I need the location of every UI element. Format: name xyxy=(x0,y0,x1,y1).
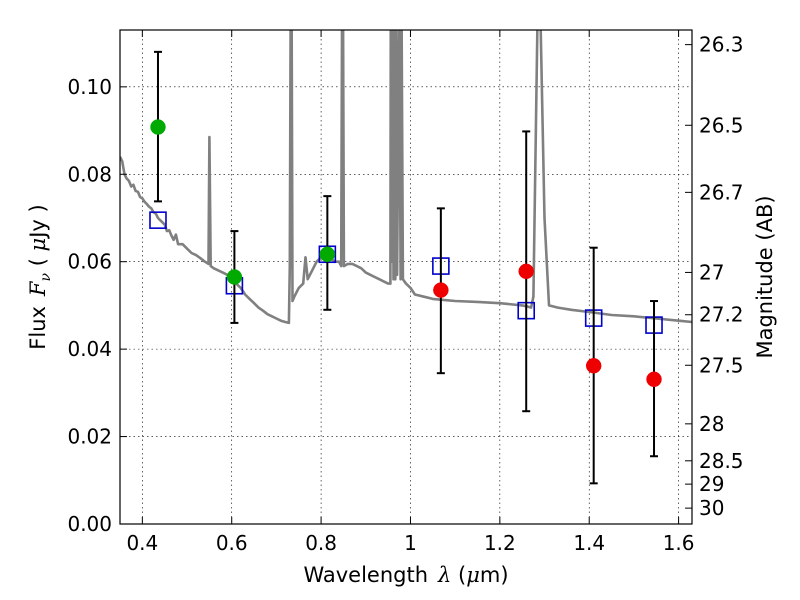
ir-measurement-point xyxy=(433,282,449,298)
y-axis-label-unit-open: ( xyxy=(26,251,50,273)
ir-measurement-point xyxy=(585,357,602,374)
y2-axis-label: Magnitude (AB) xyxy=(753,195,777,358)
model-bandpass-square xyxy=(149,211,167,229)
x-tick-label: 1.4 xyxy=(573,531,605,555)
x-tick-label: 0.8 xyxy=(305,531,337,555)
plot-frame xyxy=(119,29,693,525)
y-axis-label-nu: ν xyxy=(38,272,54,281)
mag-tick-label: 28 xyxy=(699,412,724,436)
y-tick-label: 0.02 xyxy=(67,425,112,449)
detection-point xyxy=(319,246,336,263)
y-tick-label: 0.00 xyxy=(67,512,112,536)
mag-tick-label: 26.7 xyxy=(699,180,744,204)
y-axis-label-unit-mu: μ xyxy=(26,238,50,252)
y-tick-label: 0.10 xyxy=(67,75,112,99)
mag-tick-label: 30 xyxy=(699,496,724,520)
plot-area xyxy=(120,30,692,524)
axis-ticks: 0.4 0.6 0.8 1 1.2 1.4 1.6 0.00 0.02 0.04 0.06 0.08 0… xyxy=(67,30,744,555)
data-layer xyxy=(120,30,692,485)
y-tick-label: 0.06 xyxy=(67,250,112,274)
mag-tick-label: 27.2 xyxy=(699,303,744,327)
y-axis-label: Flux Fν ( μJy ) xyxy=(26,204,54,349)
mag-tick-label: 28.5 xyxy=(699,449,744,473)
x-axis-label-unit-open: ( xyxy=(451,563,466,587)
x-axis-label-text: Wavelength xyxy=(303,563,428,587)
x-axis-label-lambda: λ xyxy=(437,563,451,587)
y-tick-label: 0.08 xyxy=(67,162,112,186)
x-tick-label: 1 xyxy=(404,531,417,555)
ir-measurement-point xyxy=(646,371,662,388)
x-tick-label: 1.2 xyxy=(484,531,516,555)
model-spectrum-line xyxy=(120,30,692,325)
mag-tick-label: 26.3 xyxy=(699,33,744,57)
mag-tick-label: 26.5 xyxy=(699,113,744,137)
mag-tick-label: 27 xyxy=(699,260,724,284)
x-axis-label-unit-close: m) xyxy=(480,563,509,587)
x-tick-label: 1.6 xyxy=(663,531,695,555)
y-tick-label: 0.04 xyxy=(67,337,112,361)
mag-tick-label: 29 xyxy=(699,472,724,496)
y-axis-label-text: Flux xyxy=(26,306,50,350)
x-axis-label: Wavelength λ (μm) xyxy=(303,563,508,587)
detection-point xyxy=(226,269,243,285)
x-tick-label: 0.6 xyxy=(216,531,248,555)
y-axis-label-unit-close: Jy ) xyxy=(26,204,50,240)
x-axis-label-unit-mu: μ xyxy=(466,563,480,587)
x-tick-label: 0.4 xyxy=(126,531,158,555)
y-axis-label-f: F xyxy=(26,280,50,297)
detection-point xyxy=(150,119,166,135)
mag-tick-label: 27.5 xyxy=(699,353,744,377)
ir-measurement-point xyxy=(518,263,534,280)
